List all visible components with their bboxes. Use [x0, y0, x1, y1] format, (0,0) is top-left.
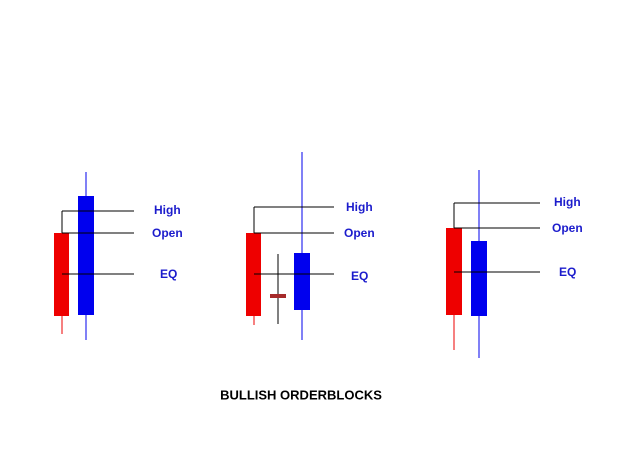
caption: BULLISH ORDERBLOCKS — [220, 387, 382, 402]
high-label: High — [346, 200, 373, 214]
open-label: Open — [344, 226, 375, 240]
high-label: High — [154, 203, 181, 217]
red-candle — [54, 233, 69, 316]
blue-candle — [294, 253, 310, 310]
orderblock-group: High Open EQ — [246, 152, 375, 340]
eq-label: EQ — [559, 265, 576, 279]
doji-body — [270, 294, 286, 298]
open-label: Open — [152, 226, 183, 240]
red-candle — [246, 233, 261, 316]
eq-label: EQ — [160, 267, 177, 281]
orderblock-group: High Open EQ — [446, 170, 583, 358]
blue-candle — [78, 196, 94, 315]
open-label: Open — [552, 221, 583, 235]
blue-candle — [471, 241, 487, 316]
high-label: High — [554, 195, 581, 209]
orderblock-group: High Open EQ — [54, 172, 183, 340]
eq-label: EQ — [351, 269, 368, 283]
